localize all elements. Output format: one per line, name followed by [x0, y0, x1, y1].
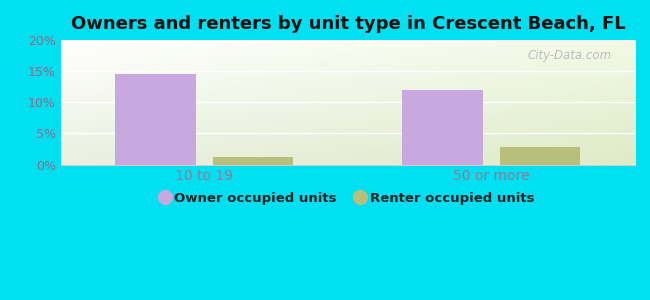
- Title: Owners and renters by unit type in Crescent Beach, FL: Owners and renters by unit type in Cresc…: [71, 15, 625, 33]
- Legend: Owner occupied units, Renter occupied units: Owner occupied units, Renter occupied un…: [156, 186, 540, 210]
- Bar: [402, 90, 483, 165]
- Bar: [213, 157, 293, 165]
- Bar: [115, 74, 196, 165]
- Bar: [500, 147, 580, 165]
- Text: City-Data.com: City-Data.com: [528, 49, 612, 62]
